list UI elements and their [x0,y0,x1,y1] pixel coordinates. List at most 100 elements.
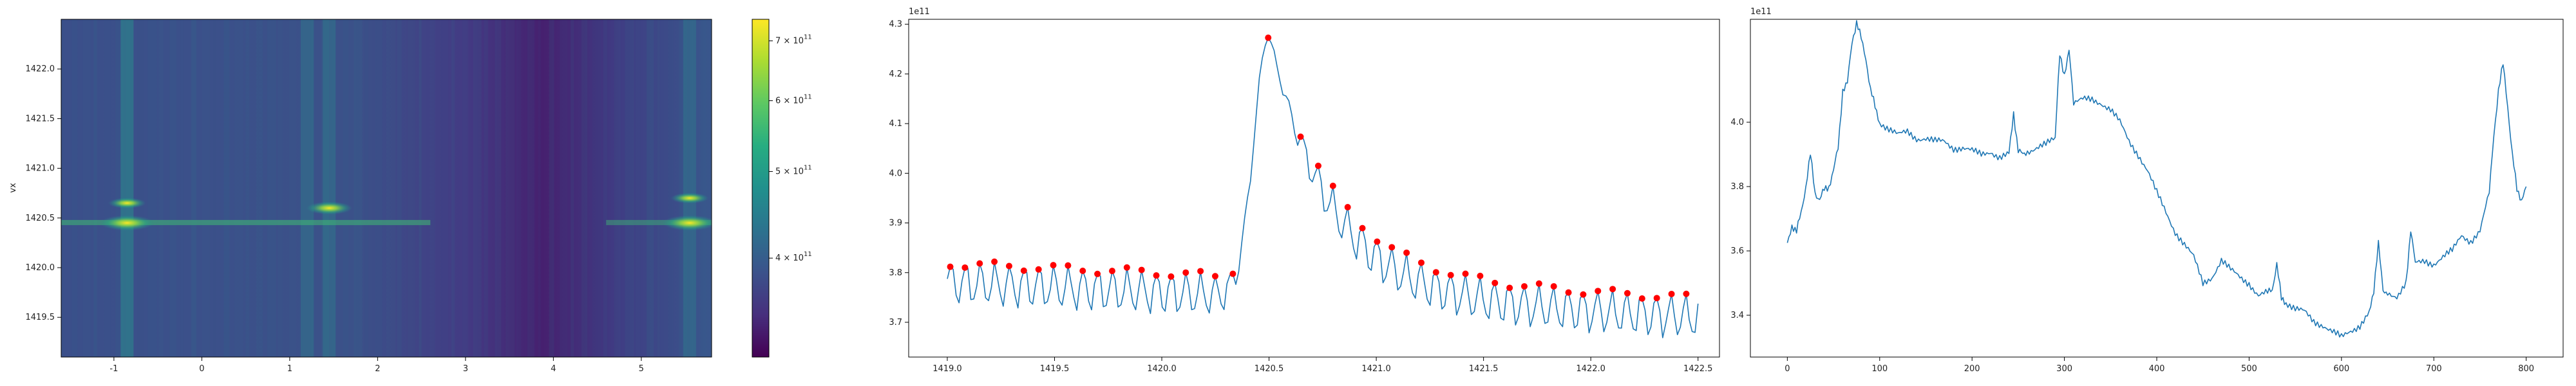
line-chart-peaks-y-tick-label: 4.1 [889,119,902,129]
peak-marker [1683,290,1690,297]
heatmap-stripe [430,19,435,357]
colorbar-tick-label: 4 × 1011 [775,251,812,263]
heatmap-stripe [657,19,660,357]
heatmap-stripe [419,19,422,357]
peak-marker [1492,279,1499,286]
heatmap-x-tick-label: 1 [287,364,292,374]
line-chart-right-x-tick-label: 500 [2241,364,2257,374]
peak-marker [1153,272,1160,279]
line-chart-right-x-tick-label: 800 [2518,364,2534,374]
heatmap-stripe [202,19,210,357]
line-chart-peaks-y-tick-label: 4.2 [889,69,902,79]
line-chart-peaks-markers [947,34,1690,302]
peak-marker [991,258,998,265]
peak-marker [1462,270,1469,277]
line-chart-peaks-x-tick-label: 1419.5 [1040,364,1070,374]
line-chart-right-y-ticks: 3.4 3.6 3.8 4.0 [1730,118,1750,320]
heatmap-stripe [137,19,144,357]
line-chart-peaks-x-ticks: 1419.0 1419.5 1420.0 1420.5 1421.0 1421.5 1422… [933,357,1712,374]
heatmap-stripe [180,19,184,357]
peak-marker [1580,291,1587,298]
heatmap-stripe [462,19,468,357]
line-chart-peaks-y-tick-label: 3.9 [889,219,902,228]
heatmap-x-tick-label: 5 [639,364,644,374]
peak-marker [961,264,969,271]
peak-marker [1108,268,1115,275]
heatmap-stripe [147,19,157,357]
peak-marker [1653,295,1660,302]
line-chart-right-offset-label: 1e11 [1750,7,1772,17]
heatmap-stripe [61,19,64,357]
heatmap-stripe [506,19,515,357]
heatmap-x-ticks: -1 0 1 2 3 4 5 [109,357,644,374]
heatmap-y-ticks: 1419.5 1420.0 1420.5 1421.0 1421.5 1422.0 [26,64,61,322]
peak-marker [1123,264,1130,271]
line-chart-peaks-panel: 1e11 1419.0 1419.5 1420.0 1420.5 1421.0 1421.… [889,7,1720,374]
peak-marker [1229,270,1236,277]
heatmap-stripe [169,19,177,357]
peak-marker [1211,273,1218,280]
heatmap-stripe [397,19,402,357]
peak-marker [1609,286,1616,293]
heatmap-bright-column [120,19,134,357]
heatmap-stripe [234,19,243,357]
peak-marker [1432,269,1439,276]
heatmap-stripe [592,19,601,357]
line-chart-peaks-x-tick-label: 1421.5 [1469,364,1499,374]
peak-marker [1020,267,1027,274]
heatmap-frame [61,19,712,358]
line-chart-peaks-y-tick-label: 3.7 [889,318,902,327]
heatmap-x-tick-label: 4 [551,364,556,374]
line-chart-right-y-tick-label: 3.6 [1730,246,1744,256]
heatmap-stripe [495,19,502,357]
heatmap-stripe [668,19,674,357]
peak-marker [1447,271,1454,279]
line-chart-peaks-series [947,37,1699,338]
heatmap-y-tick-label: 1421.0 [26,164,55,174]
heatmap-stripe [473,19,482,357]
heatmap-stripe [440,19,449,357]
line-chart-peaks-y-ticks: 3.7 3.8 3.9 4.0 4.1 4.2 4.3 [889,20,909,327]
line-chart-right-x-tick-label: 200 [1964,364,1980,374]
line-chart-peaks-x-tick-label: 1420.5 [1255,364,1284,374]
line-chart-right-panel: 1e11 0 100 200 300 400 500 600 700 800 3.4 3.6 3.8… [1730,7,2564,374]
peak-marker [1005,262,1012,270]
heatmap-y-tick-label: 1419.5 [26,313,55,322]
peak-marker [1417,259,1425,266]
heatmap-bright-column [323,19,336,357]
heatmap-stripe [516,19,521,357]
peak-marker [1638,295,1645,302]
heatmap-stripe [701,19,707,357]
heatmap-panel: -1 0 1 2 3 4 5 1419.51420.01420.51421.01421.51… [8,19,712,374]
heatmap-stripe [679,19,687,357]
heatmap-stripe [527,19,535,357]
peak-marker [1050,262,1057,269]
colorbar-gradient [752,19,770,358]
line-chart-right-x-tick-label: 400 [2149,364,2165,374]
heatmap-ylabel: vx [8,183,18,193]
heatmap-stripe [71,19,77,357]
peak-marker [1314,162,1321,169]
peak-marker [1550,283,1557,290]
heatmap-stripe [115,19,124,357]
heatmap-stripe [245,19,250,357]
peak-marker [1520,283,1528,290]
line-chart-right-x-tick-label: 0 [1785,364,1790,374]
line-chart-right-y-tick-label: 4.0 [1730,118,1744,127]
line-chart-peaks-offset-label: 1e11 [909,7,930,17]
heatmap-stripe [647,19,654,357]
heatmap-x-tick-label: 3 [463,364,468,374]
peak-marker [1197,268,1204,275]
heatmap-bright-column [301,19,314,357]
peak-marker [1138,266,1145,273]
peak-marker [1265,34,1272,41]
heatmap-stripe [223,19,230,357]
peak-marker [1388,244,1396,251]
peak-marker [1168,273,1175,280]
line-chart-right-y-tick-label: 3.8 [1730,182,1744,192]
heatmap-background [61,19,712,357]
peak-marker [1182,269,1189,276]
heatmap-y-tick-label: 1422.0 [26,64,55,74]
line-chart-peaks-x-tick-label: 1419.0 [933,364,962,374]
heatmap-stripe [213,19,216,357]
